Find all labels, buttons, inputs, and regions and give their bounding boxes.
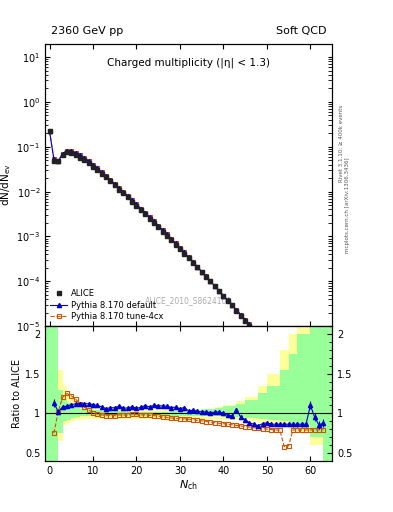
Legend: ALICE, Pythia 8.170 default, Pythia 8.170 tune-4cx: ALICE, Pythia 8.170 default, Pythia 8.17… [50,288,164,322]
X-axis label: $N_{\mathrm{ch}}$: $N_{\mathrm{ch}}$ [179,478,198,492]
Text: ALICE_2010_S8624100: ALICE_2010_S8624100 [145,296,232,305]
Y-axis label: dN/dN$_{\mathrm{ev}}$: dN/dN$_{\mathrm{ev}}$ [0,163,13,206]
Text: mcplots.cern.ch [arXiv:1306.3436]: mcplots.cern.ch [arXiv:1306.3436] [345,157,350,252]
Y-axis label: Ratio to ALICE: Ratio to ALICE [12,359,22,428]
Text: 2360 GeV pp: 2360 GeV pp [51,27,123,36]
Text: Soft QCD: Soft QCD [276,27,326,36]
Text: Charged multiplicity (|η| < 1.3): Charged multiplicity (|η| < 1.3) [107,58,270,68]
Text: Rivet 3.1.10; ≥ 400k events: Rivet 3.1.10; ≥ 400k events [339,105,344,182]
